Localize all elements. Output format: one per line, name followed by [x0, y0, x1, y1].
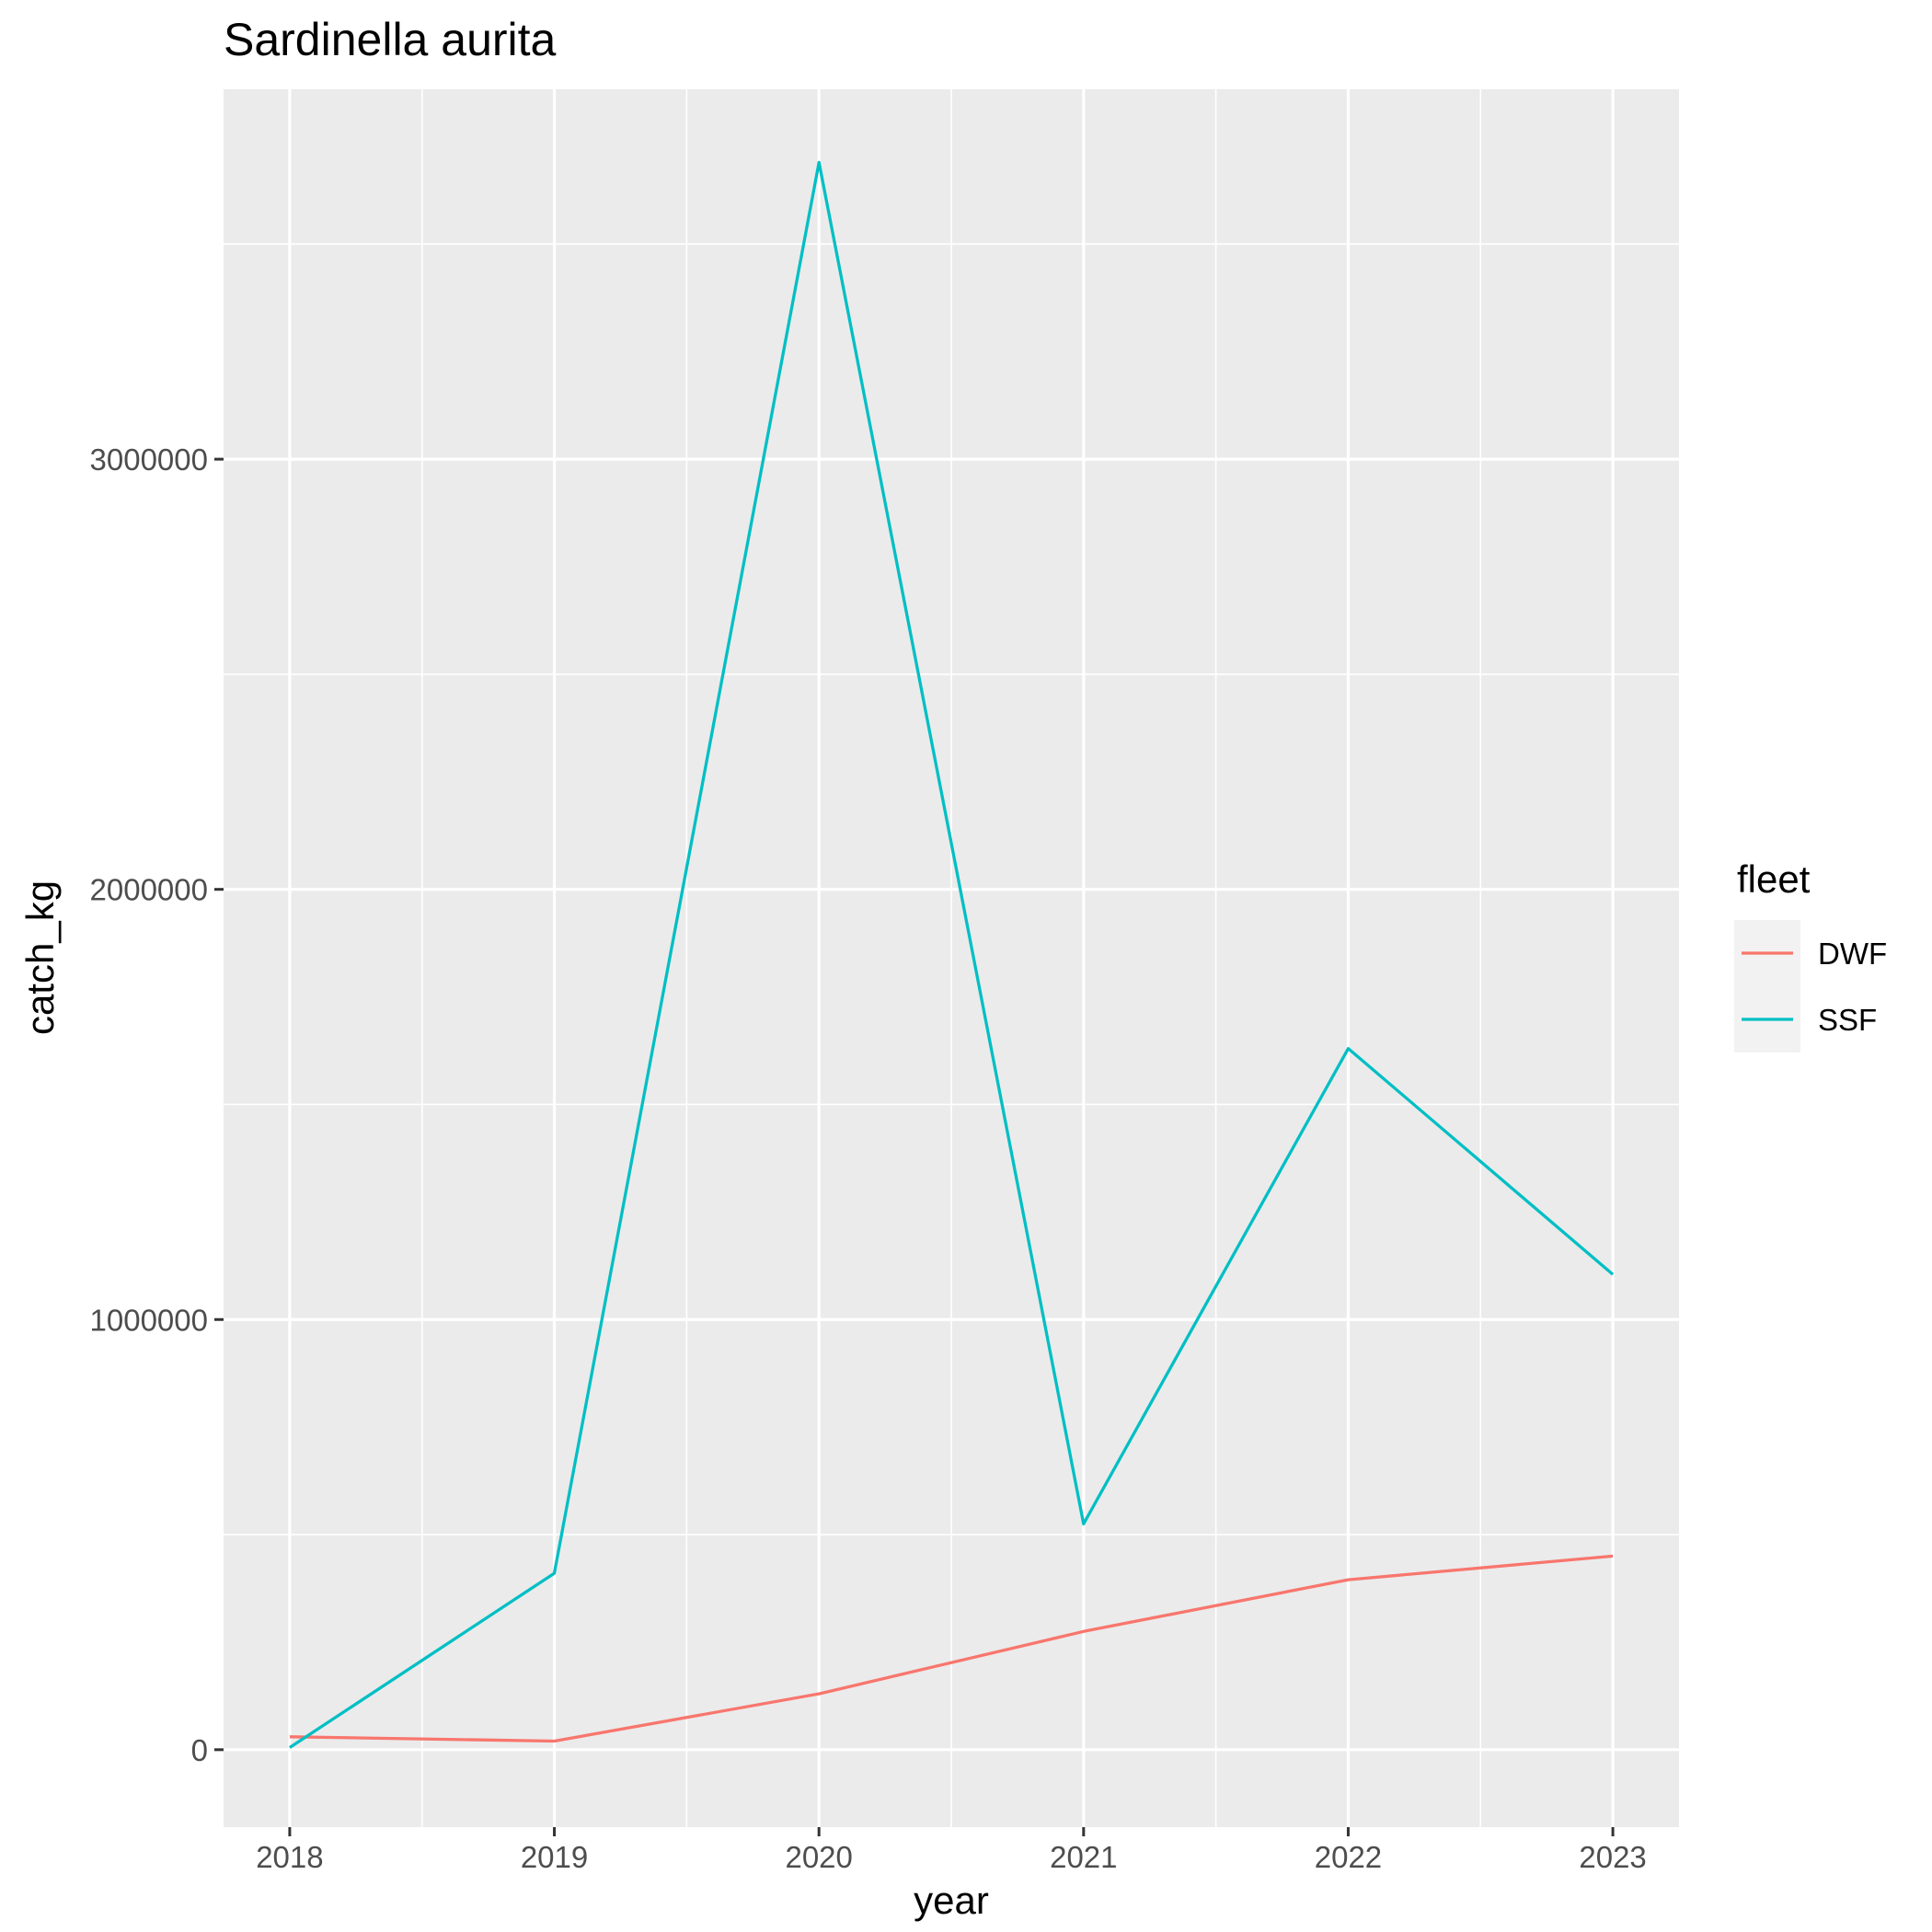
y-tick-label: 0 — [191, 1733, 208, 1767]
y-tick-label: 2000000 — [90, 873, 208, 907]
x-axis: 2018 2019 2020 2021 2022 2023 — [256, 1827, 1647, 1874]
x-tick-label: 2022 — [1315, 1840, 1382, 1874]
x-tick-label: 2018 — [256, 1840, 323, 1874]
series-line-ssf — [288, 160, 1615, 1749]
x-axis-title: year — [914, 1879, 989, 1922]
legend-label-ssf: SSF — [1818, 1003, 1877, 1037]
chart-title: Sardinella aurita — [224, 14, 557, 65]
legend-title: fleet — [1737, 857, 1811, 901]
legend-label-dwf: DWF — [1818, 937, 1887, 971]
y-axis: 0 1000000 2000000 3000000 — [90, 443, 224, 1767]
x-tick-label: 2019 — [521, 1840, 588, 1874]
series-layer — [288, 160, 1615, 1749]
x-tick-label: 2020 — [785, 1840, 852, 1874]
series-line-dwf — [289, 1554, 1614, 1743]
legend: fleet DWF SSF — [1734, 857, 1887, 1052]
y-tick-label: 1000000 — [90, 1303, 208, 1337]
y-axis-title: catch_kg — [18, 880, 62, 1035]
minor-grid — [224, 89, 1679, 1827]
y-tick-label: 3000000 — [90, 443, 208, 477]
major-grid — [224, 89, 1679, 1827]
x-tick-label: 2023 — [1579, 1840, 1646, 1874]
x-tick-label: 2021 — [1050, 1840, 1117, 1874]
